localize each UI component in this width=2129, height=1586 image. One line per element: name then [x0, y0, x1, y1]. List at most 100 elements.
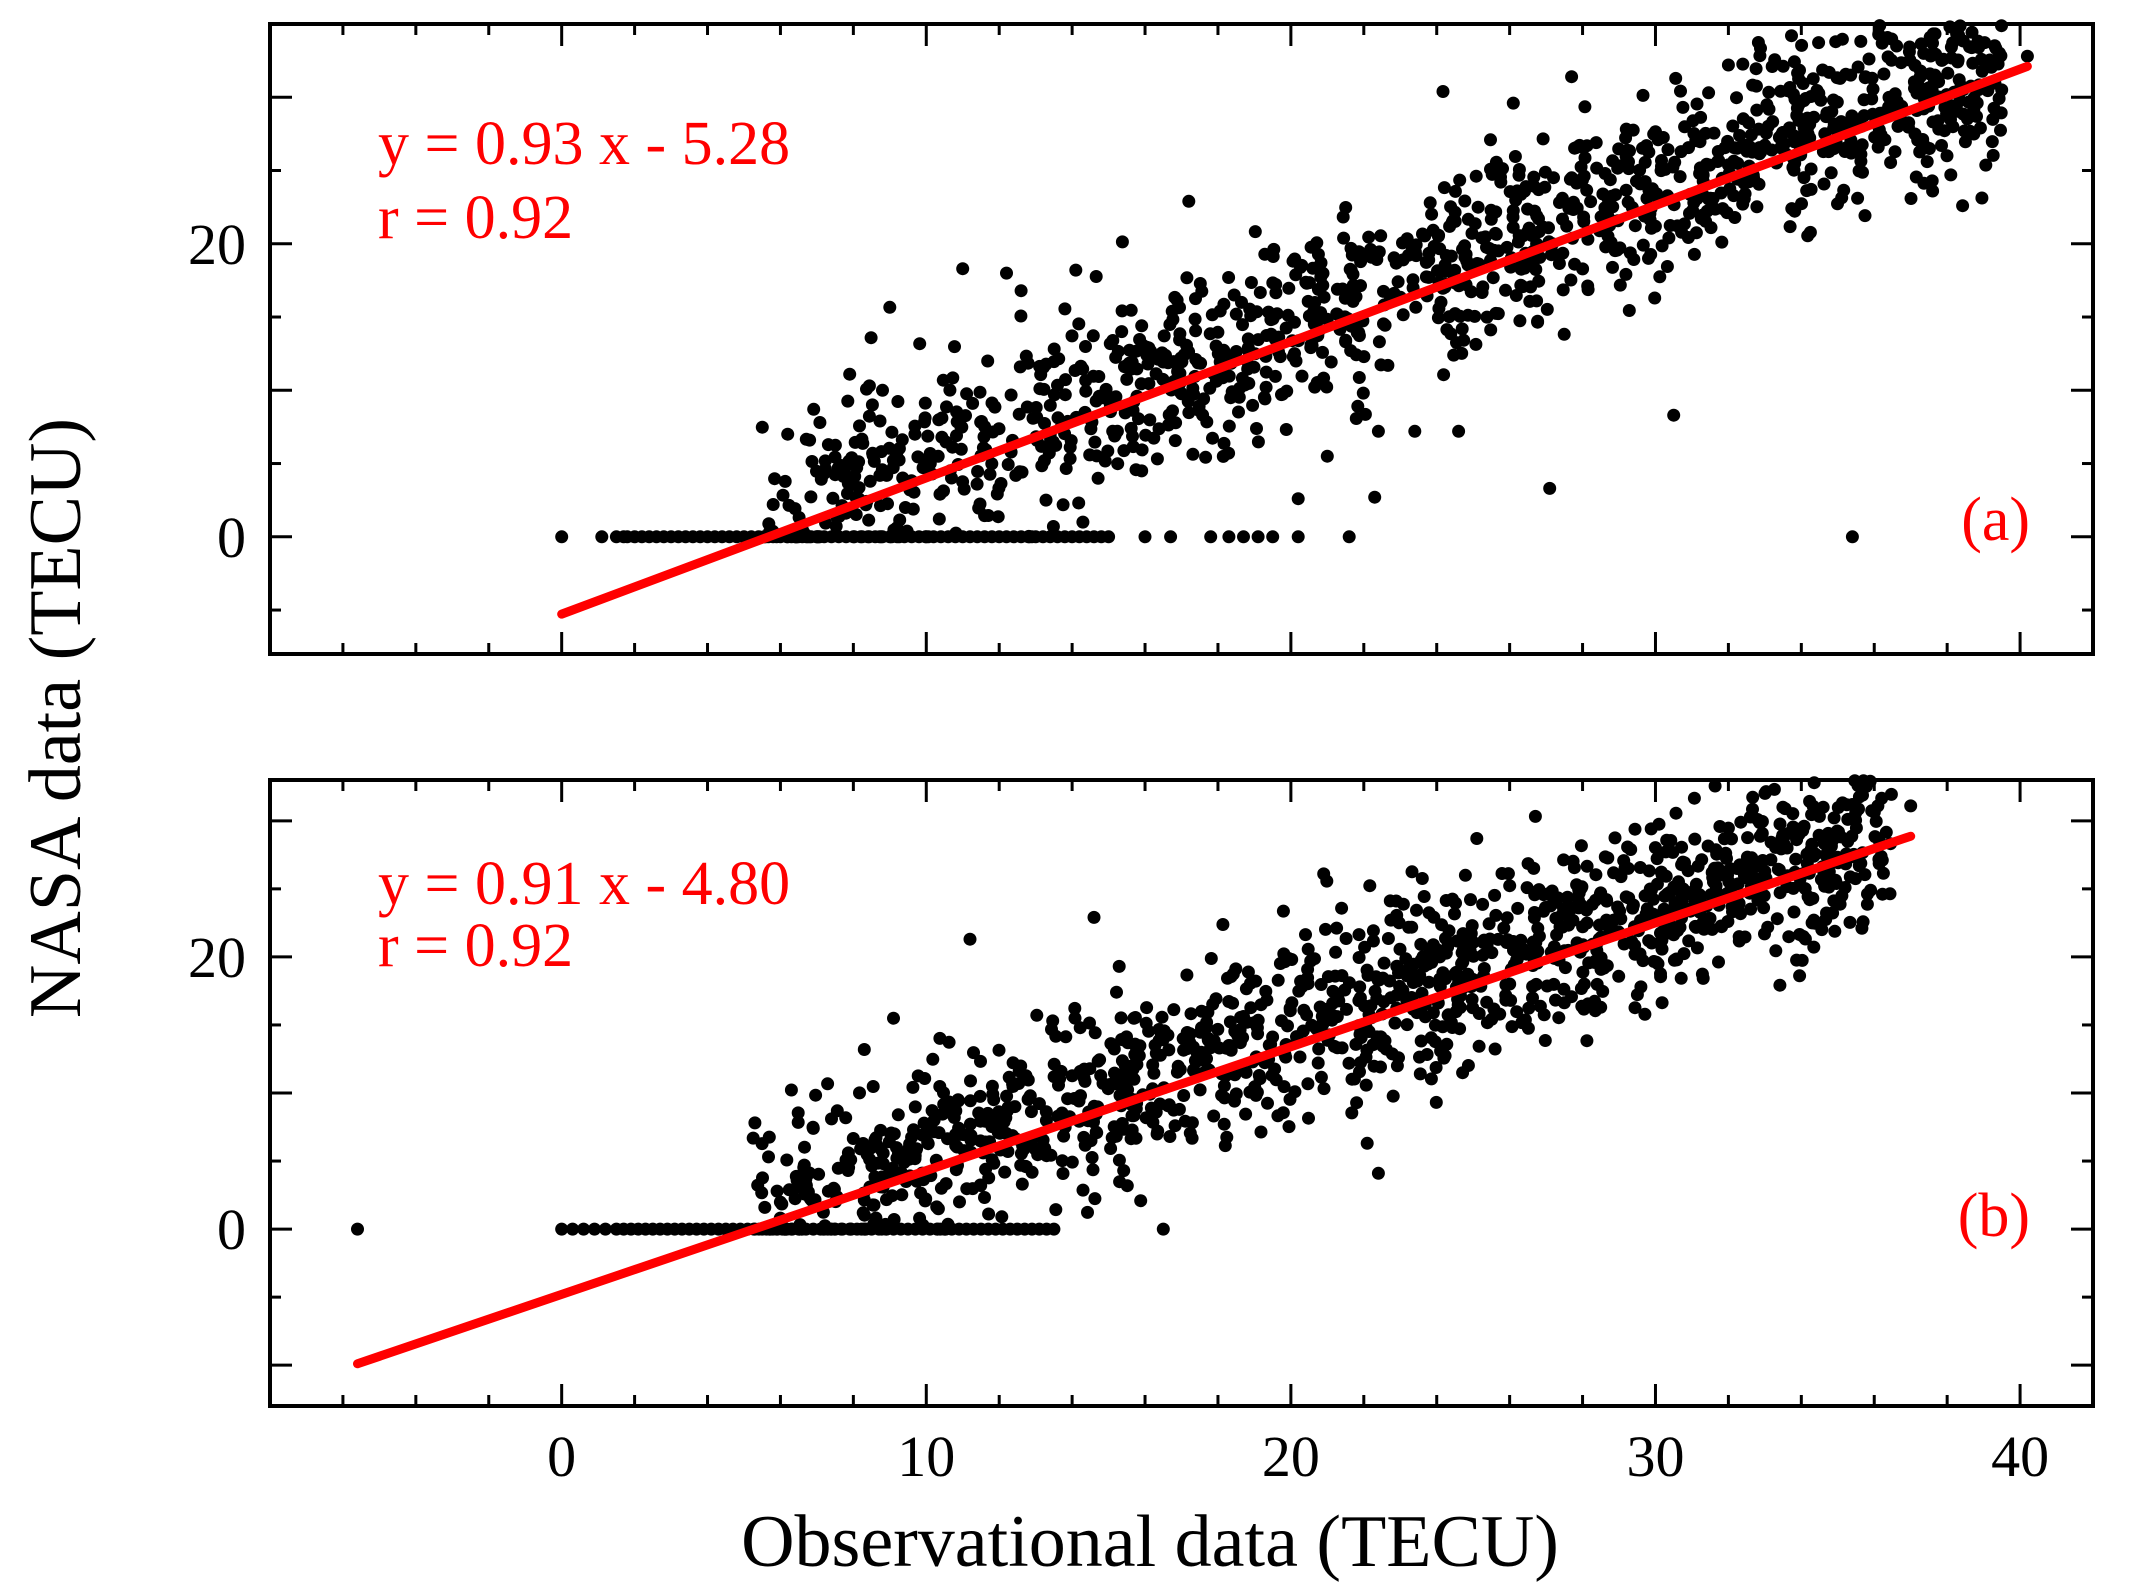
data-point — [792, 1175, 806, 1189]
data-point — [1269, 286, 1283, 300]
data-point — [1552, 1011, 1566, 1025]
data-point — [780, 1153, 794, 1167]
data-point — [1151, 1124, 1165, 1138]
data-point — [1030, 1008, 1044, 1022]
data-point — [846, 477, 860, 491]
data-point — [1228, 1024, 1242, 1038]
data-point — [839, 1153, 853, 1167]
data-point — [1416, 227, 1429, 241]
data-point — [1593, 918, 1606, 932]
data-point — [1491, 932, 1505, 946]
data-point — [1201, 1005, 1215, 1019]
data-point — [1443, 219, 1457, 233]
data-point — [1417, 959, 1431, 973]
data-point — [1675, 886, 1689, 900]
outlier-point — [1634, 980, 1648, 994]
data-point — [1855, 921, 1869, 935]
data-point — [1660, 260, 1674, 273]
data-point — [1598, 167, 1612, 180]
data-point — [1342, 1056, 1356, 1070]
data-point — [1556, 283, 1570, 297]
data-point — [1599, 240, 1613, 254]
data-point — [1809, 87, 1823, 101]
data-point — [1902, 45, 1916, 59]
outlier-point — [781, 427, 795, 441]
data-point — [1107, 1042, 1121, 1056]
data-point — [1336, 282, 1350, 296]
data-point — [1282, 281, 1296, 295]
data-point — [1094, 1069, 1108, 1083]
data-point — [1539, 901, 1552, 914]
data-point — [1139, 428, 1153, 442]
data-point — [1758, 927, 1771, 941]
data-point — [1319, 922, 1332, 936]
data-point — [1135, 464, 1149, 478]
data-point — [1653, 270, 1667, 284]
data-point — [1157, 1024, 1171, 1038]
data-point — [1773, 886, 1787, 900]
data-point — [946, 371, 960, 385]
zero-point — [555, 530, 569, 544]
data-point — [1514, 278, 1528, 292]
data-point — [1480, 310, 1494, 324]
data-point — [910, 1142, 924, 1156]
data-point — [1425, 207, 1439, 221]
data-point — [1277, 1080, 1291, 1094]
data-point — [945, 471, 958, 485]
data-point — [782, 498, 796, 512]
data-point — [1556, 212, 1569, 226]
data-point — [921, 429, 935, 443]
data-point — [873, 468, 887, 482]
data-point — [1787, 163, 1801, 177]
data-point — [1469, 169, 1483, 183]
data-point — [1448, 907, 1461, 921]
data-point — [1985, 135, 1999, 149]
data-point — [1304, 954, 1318, 968]
data-point — [1182, 345, 1196, 359]
data-point — [1508, 150, 1522, 163]
data-point — [985, 1153, 999, 1167]
zero-point — [598, 1222, 612, 1236]
data-point — [1940, 149, 1954, 163]
data-point — [1844, 146, 1858, 160]
outlier-point — [1838, 881, 1852, 894]
data-point — [1112, 959, 1126, 973]
zero-point — [351, 1222, 364, 1236]
data-point — [1713, 820, 1727, 833]
data-point — [911, 450, 925, 464]
data-point — [1302, 309, 1316, 323]
data-point — [1236, 318, 1249, 332]
data-point — [1817, 177, 1831, 191]
data-point — [1469, 337, 1483, 351]
data-point — [1201, 1033, 1215, 1047]
data-point — [798, 1140, 811, 1154]
data-point — [1128, 1048, 1142, 1062]
data-point — [1589, 136, 1603, 150]
data-point — [1200, 1015, 1214, 1029]
data-point — [1527, 170, 1541, 184]
data-point — [1374, 229, 1388, 243]
data-point — [1708, 779, 1722, 793]
data-point — [1423, 948, 1437, 962]
data-point — [1200, 1052, 1213, 1066]
zero-point — [577, 1222, 591, 1236]
data-point — [1647, 955, 1661, 968]
data-point — [1877, 67, 1891, 81]
data-point — [1480, 1016, 1494, 1030]
zero-point — [1138, 530, 1152, 544]
data-point — [1420, 1048, 1434, 1061]
data-point — [756, 1171, 769, 1185]
data-point — [809, 1088, 823, 1102]
data-point — [1499, 283, 1512, 297]
data-point — [863, 1152, 877, 1166]
data-point — [925, 1104, 939, 1118]
data-point — [1049, 1203, 1063, 1217]
data-point — [1227, 288, 1241, 302]
data-point — [1654, 967, 1667, 981]
data-point — [1212, 1041, 1226, 1055]
outlier-point — [1000, 266, 1013, 280]
data-point — [1807, 913, 1821, 927]
data-point — [1851, 191, 1865, 205]
outlier-point — [1845, 798, 1859, 811]
data-point — [890, 1141, 903, 1155]
